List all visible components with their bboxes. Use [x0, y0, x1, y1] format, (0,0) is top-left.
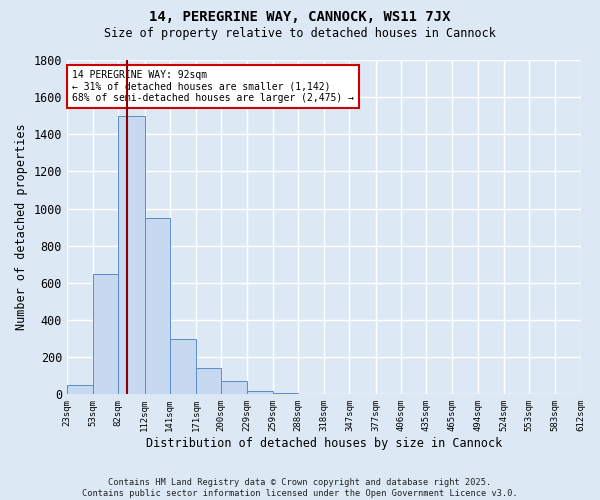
Bar — [196, 368, 221, 394]
Bar — [118, 116, 145, 394]
Y-axis label: Number of detached properties: Number of detached properties — [15, 124, 28, 330]
Bar — [145, 218, 170, 394]
Bar — [93, 274, 118, 394]
Text: 14, PEREGRINE WAY, CANNOCK, WS11 7JX: 14, PEREGRINE WAY, CANNOCK, WS11 7JX — [149, 10, 451, 24]
X-axis label: Distribution of detached houses by size in Cannock: Distribution of detached houses by size … — [146, 437, 502, 450]
Bar — [221, 382, 247, 394]
Bar — [67, 385, 93, 394]
Bar — [170, 338, 196, 394]
Text: 14 PEREGRINE WAY: 92sqm
← 31% of detached houses are smaller (1,142)
68% of semi: 14 PEREGRINE WAY: 92sqm ← 31% of detache… — [72, 70, 354, 103]
Text: Size of property relative to detached houses in Cannock: Size of property relative to detached ho… — [104, 28, 496, 40]
Text: Contains HM Land Registry data © Crown copyright and database right 2025.
Contai: Contains HM Land Registry data © Crown c… — [82, 478, 518, 498]
Bar — [247, 390, 272, 394]
